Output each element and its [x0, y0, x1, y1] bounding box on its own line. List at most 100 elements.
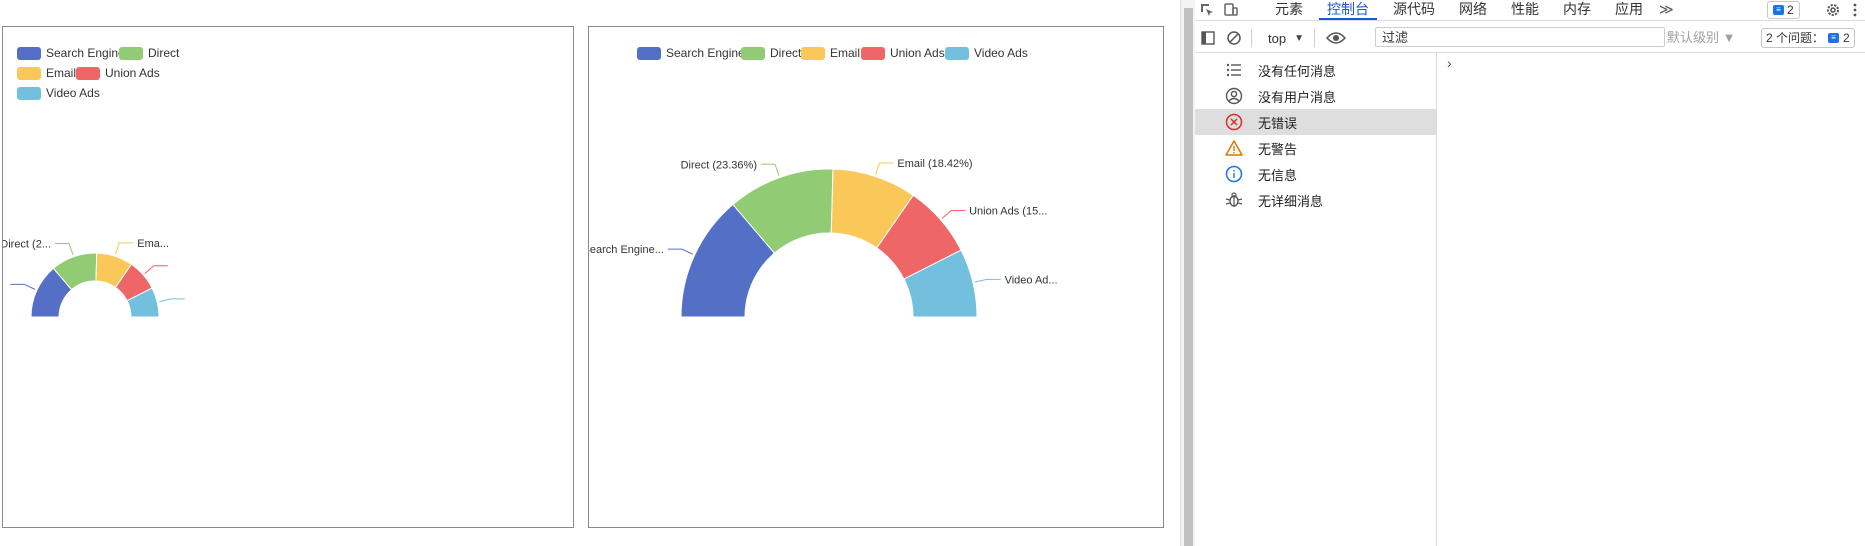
issue-icon: ≡ — [1828, 33, 1840, 43]
tab-network[interactable]: 网络 — [1459, 1, 1487, 17]
toolbar-divider — [1251, 29, 1252, 47]
sidebar-item-errors[interactable]: 无错误 — [1195, 109, 1436, 135]
tab-performance[interactable]: 性能 — [1511, 1, 1539, 17]
slice-label: Direct (23.36%) — [681, 159, 757, 171]
message-icon: ≡ — [1773, 5, 1784, 15]
info-icon — [1225, 165, 1243, 183]
user-icon — [1225, 87, 1243, 105]
bug-icon — [1225, 191, 1243, 209]
inspect-element-icon[interactable] — [1195, 0, 1219, 20]
legend-swatch — [861, 47, 885, 60]
clear-console-icon[interactable] — [1221, 26, 1247, 50]
list-icon — [1225, 61, 1243, 79]
slice-label: Video Ad... — [1005, 274, 1058, 286]
legend-item-search-engine: Search Engine — [666, 46, 745, 60]
tab-sources[interactable]: 源代码 — [1393, 1, 1435, 17]
legend-item-union-ads: Union Ads — [890, 46, 945, 60]
log-level-dropdown[interactable]: 默认级别 ▼ — [1667, 30, 1736, 45]
legend-item-video-ads: Video Ads — [46, 86, 100, 100]
slice-label: Direct (2... — [3, 238, 51, 250]
sidebar-item-label: 无详细消息 — [1258, 193, 1324, 209]
sidebar-item-label: 没有任何消息 — [1258, 63, 1337, 79]
context-selector[interactable]: top ▼ — [1262, 27, 1310, 49]
issues-button[interactable]: 2 个问题： ≡ 2 — [1761, 28, 1855, 48]
legend-swatch — [945, 47, 969, 60]
sidebar-item-user-messages[interactable]: 没有用户消息 — [1195, 83, 1436, 109]
device-toolbar-icon[interactable] — [1219, 0, 1243, 20]
devtools-tabbar: 元素 控制台 源代码 网络 性能 内存 应用 ≫ ≡ 2 — [1195, 0, 1865, 20]
sidebar-item-verbose[interactable]: 无详细消息 — [1195, 187, 1436, 213]
page-scrollbar[interactable] — [1180, 0, 1196, 546]
legend-swatch — [637, 47, 661, 60]
console-prompt-chevron-icon[interactable]: › — [1447, 55, 1452, 71]
tab-elements[interactable]: 元素 — [1275, 1, 1303, 17]
slice-video-ads — [903, 249, 978, 317]
warning-icon — [1225, 139, 1243, 157]
settings-gear-icon[interactable] — [1821, 0, 1845, 20]
devtools-panel: 元素 控制台 源代码 网络 性能 内存 应用 ≫ ≡ 2 — [1195, 0, 1865, 546]
slice-label: Union Ads (15... — [969, 206, 1047, 218]
legend-item-direct: Direct — [148, 46, 180, 60]
legend-swatch — [17, 87, 41, 100]
legend-item-email: Email — [46, 66, 76, 80]
legend-item-video-ads: Video Ads — [974, 46, 1028, 60]
label-line — [760, 163, 780, 176]
issues-count: 2 — [1843, 31, 1850, 45]
more-tabs-button[interactable]: ≫ — [1659, 1, 1674, 17]
context-value: top — [1268, 30, 1287, 46]
sidebar-item-warnings[interactable]: 无警告 — [1195, 135, 1436, 161]
slice-label: Email (18.42%) — [897, 158, 972, 170]
slice-video-ads — [126, 287, 160, 317]
label-line — [10, 283, 36, 290]
chart-right-svg: Search Engine Direct Email Union Ads Video A… — [589, 46, 1058, 317]
filter-input[interactable]: 过滤 — [1375, 27, 1665, 47]
label-line — [875, 162, 894, 175]
toolbar-bottom-divider — [1195, 52, 1865, 53]
sidebar-item-label: 没有用户消息 — [1258, 89, 1337, 105]
donut-right: Search Engine... Direct (23.36%) Email (18… — [589, 158, 1058, 317]
issues-label: 2 个问题： — [1766, 31, 1825, 45]
chart-panel-right: Search Engine Direct Email Union Ads Video A… — [588, 26, 1164, 528]
legend-swatch — [119, 47, 143, 60]
legend-item-direct: Direct — [770, 46, 802, 60]
sidebar-item-label: 无警告 — [1258, 141, 1298, 157]
slice-label: Ema... — [137, 238, 169, 250]
messages-badge[interactable]: ≡ 2 — [1767, 1, 1800, 19]
legend-swatch — [17, 67, 41, 80]
sidebar-toggle-icon[interactable] — [1195, 26, 1221, 50]
console-sidebar: 没有任何消息 没有用户消息 无错误 无警告 — [1195, 53, 1437, 546]
legend-item-email: Email — [830, 46, 860, 60]
sidebar-item-all-messages[interactable]: 没有任何消息 — [1195, 57, 1436, 83]
live-expression-eye-icon[interactable] — [1319, 26, 1353, 50]
legend-item-search-engine: Search Engine — [46, 46, 125, 60]
label-line — [159, 298, 185, 303]
legend-swatch — [741, 47, 765, 60]
donut-left: Direct (2... Ema... — [3, 238, 185, 317]
chevron-down-icon: ▼ — [1294, 32, 1304, 44]
label-line — [974, 278, 1001, 283]
slice-label: Search Engine... — [589, 244, 664, 256]
messages-count: 2 — [1787, 3, 1794, 17]
error-icon — [1225, 113, 1243, 131]
legend-swatch — [76, 67, 100, 80]
legend-swatch — [801, 47, 825, 60]
label-line — [144, 265, 168, 275]
label-line — [667, 248, 693, 255]
label-line — [115, 242, 134, 255]
chart-left-svg: Search Engine Direct Email Union Ads Video A… — [3, 46, 185, 317]
console-output[interactable]: › — [1437, 53, 1865, 546]
sidebar-item-label: 无错误 — [1258, 115, 1298, 131]
tabbar-divider — [1195, 20, 1865, 21]
tab-memory[interactable]: 内存 — [1563, 1, 1591, 17]
kebab-menu-icon[interactable] — [1843, 0, 1865, 20]
scrollbar-thumb[interactable] — [1184, 8, 1193, 546]
tab-console[interactable]: 控制台 — [1315, 0, 1381, 20]
sidebar-item-info[interactable]: 无信息 — [1195, 161, 1436, 187]
console-toolbar: top ▼ 过滤 默认级别 ▼ 2 个问题： ≡ 2 — [1195, 25, 1865, 51]
sidebar-item-label: 无信息 — [1258, 167, 1298, 183]
tab-application[interactable]: 应用 — [1615, 1, 1643, 17]
legend-swatch — [17, 47, 41, 60]
label-line — [941, 210, 966, 219]
label-line — [54, 242, 74, 255]
